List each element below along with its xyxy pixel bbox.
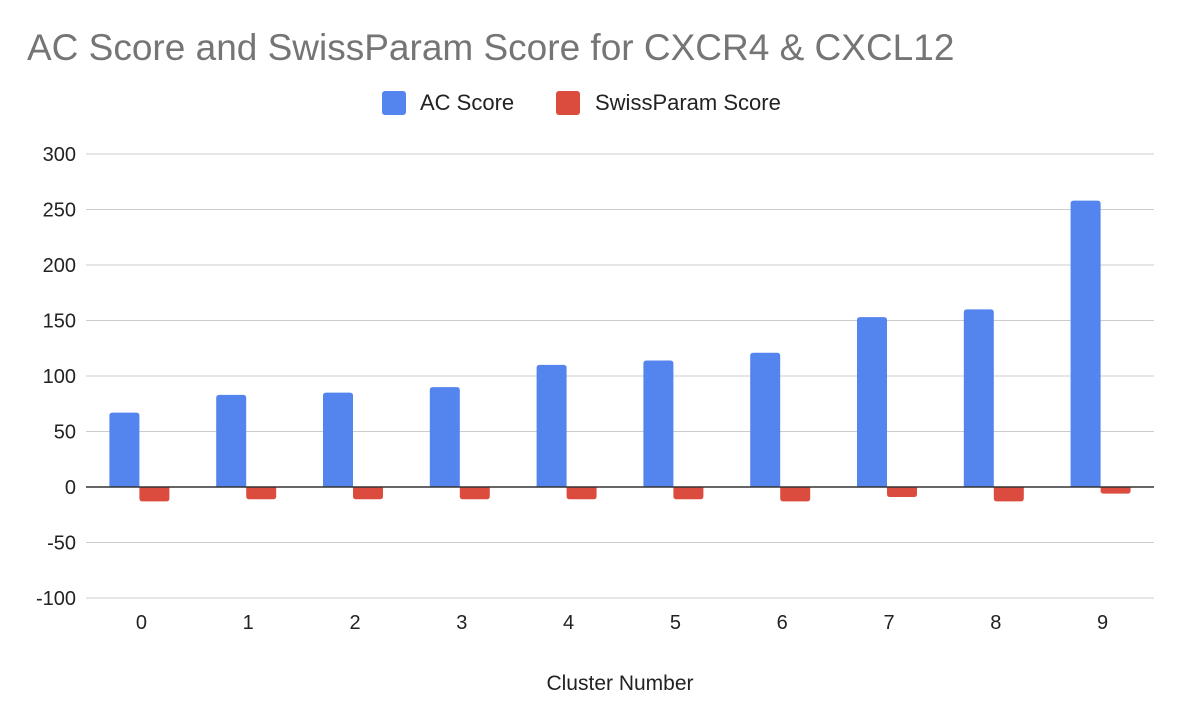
legend-label-swissparam-score: SwissParam Score [595, 90, 781, 115]
bar-swissparam-score-9 [1100, 487, 1131, 494]
bar-swissparam-score-2 [353, 487, 383, 500]
bar-ac-score-0 [109, 412, 140, 487]
y-tick-label: 300 [43, 144, 76, 166]
bar-ac-score-7 [857, 317, 887, 487]
legend-swatch-ac-score [382, 91, 406, 115]
x-tick-label: 0 [136, 612, 147, 634]
legend-swatch-swissparam-score [556, 91, 580, 115]
bar-ac-score-8 [963, 309, 994, 487]
x-tick-label: 1 [243, 612, 254, 634]
legend-label-ac-score: AC Score [420, 90, 514, 115]
x-tick-label: 4 [563, 612, 574, 634]
bar-ac-score-9 [1070, 200, 1101, 487]
x-tick-label: 8 [990, 612, 1001, 634]
chart-title: AC Score and SwissParam Score for CXCR4 … [27, 27, 954, 68]
x-tick-label: 5 [670, 612, 681, 634]
bar-swissparam-score-4 [566, 487, 597, 500]
gridlines [86, 153, 1154, 599]
y-tick-label: 250 [43, 200, 76, 222]
bar-ac-score-5 [643, 360, 674, 487]
bars [109, 200, 1131, 502]
bar-ac-score-3 [429, 387, 460, 487]
bar-ac-score-1 [216, 394, 247, 487]
y-tick-label: 50 [54, 422, 76, 444]
bar-swissparam-score-5 [673, 487, 704, 500]
bar-ac-score-4 [536, 364, 567, 487]
bar-swissparam-score-1 [246, 487, 277, 500]
y-tick-label: 150 [43, 311, 76, 333]
y-tick-label: 0 [65, 477, 76, 499]
x-tick-label: 2 [349, 612, 360, 634]
x-tick-label: 9 [1097, 612, 1108, 634]
bar-swissparam-score-8 [993, 487, 1024, 502]
x-axis-label: Cluster Number [546, 672, 693, 695]
y-axis-ticks: 300 250 200 150 100 50 0 -50 -100 [36, 144, 76, 610]
bar-swissparam-score-7 [887, 487, 917, 497]
y-tick-label: -50 [47, 533, 76, 555]
bar-ac-score-2 [323, 392, 353, 487]
y-tick-label: 100 [43, 366, 76, 388]
legend: AC Score SwissParam Score [382, 90, 781, 115]
y-tick-label: 200 [43, 255, 76, 277]
bar-ac-score-6 [750, 352, 781, 487]
bar-swissparam-score-3 [459, 487, 490, 500]
bar-swissparam-score-6 [780, 487, 811, 502]
x-axis-ticks: 0 1 2 3 4 5 6 7 8 9 [136, 612, 1108, 634]
x-tick-label: 3 [456, 612, 467, 634]
x-tick-label: 7 [883, 612, 894, 634]
y-tick-label: -100 [36, 588, 76, 610]
x-tick-label: 6 [777, 612, 788, 634]
bar-swissparam-score-0 [139, 487, 170, 502]
